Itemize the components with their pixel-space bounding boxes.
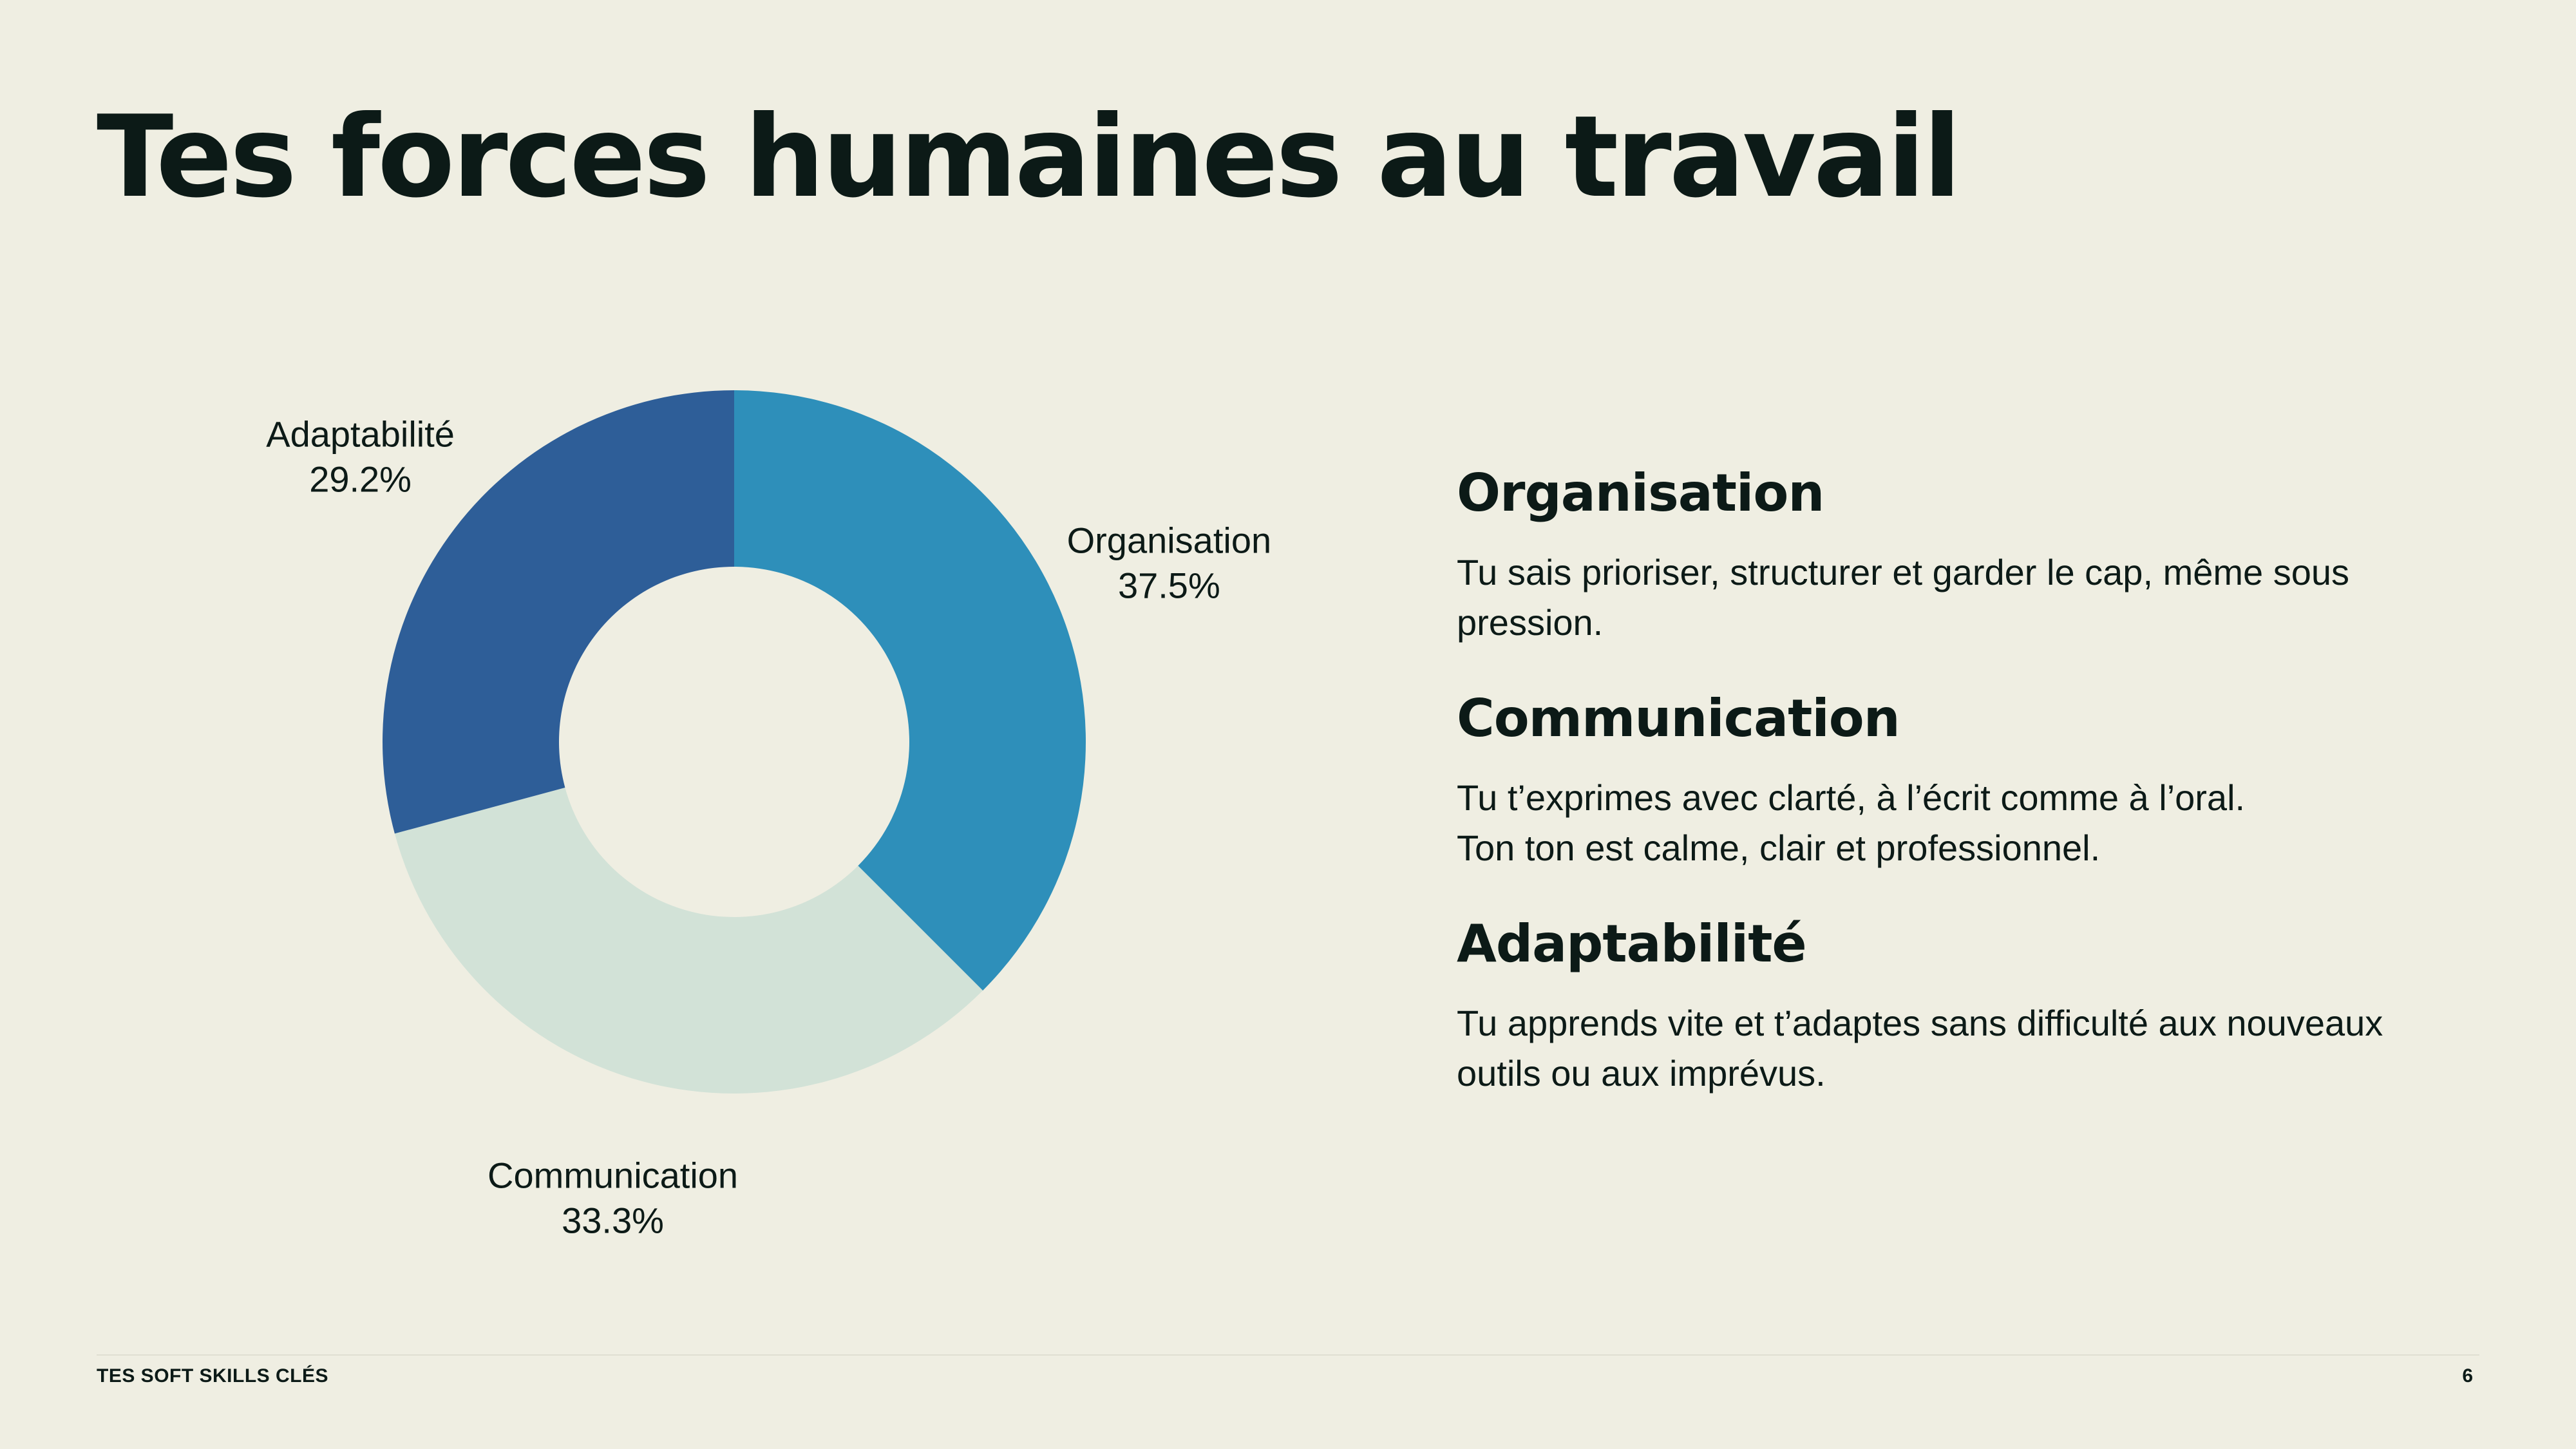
detail-heading-organisation: Organisation <box>1457 463 1824 523</box>
detail-line: Tu apprends vite et t’adaptes sans diffi… <box>1457 1003 2383 1043</box>
footer-section-label: TES SOFT SKILLS CLÉS <box>97 1365 329 1387</box>
detail-line: Tu sais prioriser, structurer et garder … <box>1457 552 2349 592</box>
slice-category-label: Communication <box>488 1155 738 1195</box>
detail-body-organisation: Tu sais prioriser, structurer et garder … <box>1457 547 2461 648</box>
slice-label-adaptabilite: Adaptabilité 29.2% <box>266 414 455 500</box>
slice-label-organisation: Organisation 37.5% <box>1067 520 1272 605</box>
donut-chart: Organisation 37.5% Communication 33.3% Adapt… <box>0 309 1404 1249</box>
slice-label-communication: Communication 33.3% <box>488 1155 738 1240</box>
detail-body-adaptabilite: Tu apprends vite et t’adaptes sans diffi… <box>1457 998 2461 1099</box>
detail-line: Tu t’exprimes avec clarté, à l’écrit com… <box>1457 777 2246 818</box>
donut-chart-svg: Organisation 37.5% Communication 33.3% Adapt… <box>266 390 1272 1240</box>
detail-communication: Communication Tu t’exprimes avec clarté,… <box>1457 689 2461 873</box>
detail-heading-communication: Communication <box>1457 688 1900 748</box>
slice-category-label: Organisation <box>1067 520 1272 560</box>
detail-line: Ton ton est calme, clair et professionne… <box>1457 828 2101 868</box>
donut-slice-communication <box>394 787 983 1094</box>
detail-line: outils ou aux imprévus. <box>1457 1053 1826 1094</box>
slice-value-label: 37.5% <box>1118 565 1220 605</box>
detail-line: pression. <box>1457 602 1604 643</box>
slice-value-label: 33.3% <box>562 1200 664 1240</box>
detail-organisation: Organisation Tu sais prioriser, structur… <box>1457 464 2461 648</box>
slice-value-label: 29.2% <box>309 459 412 500</box>
page-number: 6 <box>2462 1365 2473 1387</box>
detail-heading-adaptabilite: Adaptabilité <box>1457 914 1807 974</box>
page-title: Tes forces humaines au travail <box>97 92 1962 223</box>
footer-divider <box>97 1354 2479 1356</box>
skills-details: Organisation Tu sais prioriser, structur… <box>1457 464 2461 1140</box>
detail-body-communication: Tu t’exprimes avec clarté, à l’écrit com… <box>1457 773 2461 873</box>
donut-slice-organisation <box>734 390 1086 991</box>
donut-slice-adaptabilite <box>383 390 734 834</box>
slice-category-label: Adaptabilité <box>266 414 455 455</box>
detail-adaptabilite: Adaptabilité Tu apprends vite et t’adapt… <box>1457 914 2461 1099</box>
